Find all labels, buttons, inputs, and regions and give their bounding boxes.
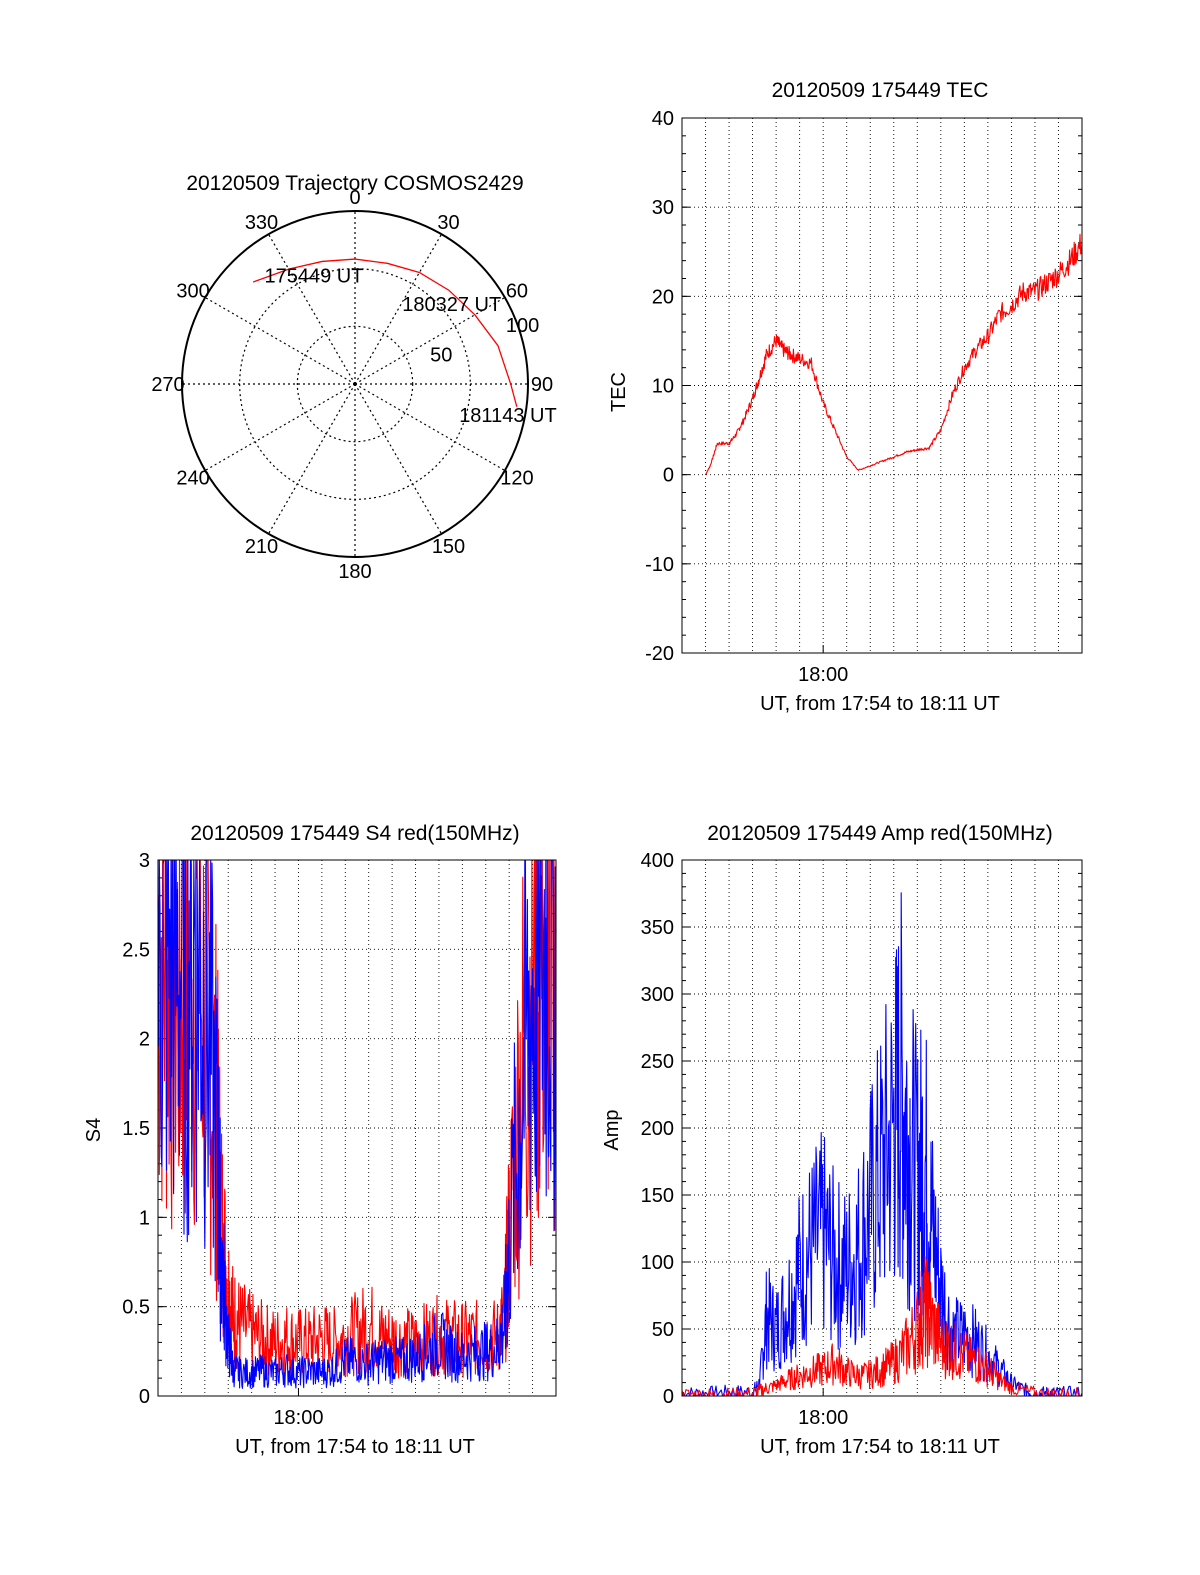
amp-frame	[681, 859, 1083, 1397]
polar-series: 175449 UT 180327 UT 181143 UT	[252, 258, 557, 427]
tec-ytick-label: -10	[645, 554, 674, 576]
amp-title: 20120509 175449 Amp red(150MHz)	[707, 822, 1053, 845]
s4-ytick-label: 0.5	[122, 1297, 150, 1319]
amp-ytick-label: 150	[641, 1185, 674, 1207]
polar-time-annotation: 181143 UT	[459, 405, 556, 427]
amp-series-line	[681, 892, 1083, 1397]
amp-ytick-label: 350	[641, 917, 674, 939]
amp-xlabel: UT, from 17:54 to 18:11 UT	[760, 1436, 1000, 1458]
amp-ytick-label: 50	[652, 1319, 674, 1341]
tec-ytick-label: -20	[645, 643, 674, 665]
s4-series-line	[157, 859, 557, 1379]
tec-xtick-label: 18:00	[798, 664, 848, 686]
tec-ytick-label: 40	[652, 108, 674, 130]
s4-ytick-label: 1	[139, 1207, 150, 1229]
polar-azimuth-label: 210	[245, 536, 278, 558]
polar-spoke	[354, 296, 506, 385]
amp-ytick-label: 100	[641, 1252, 674, 1274]
s4-ytick-label: 3	[139, 850, 150, 872]
amp-series	[681, 892, 1083, 1397]
polar-spoke	[204, 383, 356, 472]
amp-panel: 20120509 175449 Amp red(150MHz) 0 50 100 15…	[601, 822, 1083, 1458]
polar-spoke	[354, 233, 443, 385]
polar-azimuth-label: 30	[437, 212, 459, 234]
polar-ring	[239, 268, 471, 500]
amp-ytick-label: 200	[641, 1118, 674, 1140]
s4-ytick-label: 2	[139, 1029, 150, 1051]
polar-spoke	[267, 233, 356, 385]
tec-title: 20120509 175449 TEC	[772, 79, 989, 102]
tec-ytick-label: 30	[652, 197, 674, 219]
amp-grid	[682, 859, 1082, 1397]
trajectory-polar-panel: 20120509 Trajectory COSMOS2429 0 30 60 90 12…	[151, 172, 556, 583]
polar-azimuth-label: 270	[151, 374, 184, 396]
s4-ytick-label: 1.5	[122, 1118, 150, 1140]
amp-ytick-label: 400	[641, 850, 674, 872]
s4-ytick-label: 2.5	[122, 939, 150, 961]
amp-series-line	[681, 1256, 1083, 1397]
polar-azimuth-label: 90	[531, 374, 553, 396]
polar-azimuth-label: 180	[338, 561, 371, 583]
tec-panel: 20120509 175449 TEC -20 -10 0 10 20 30 40 18:00…	[608, 79, 1083, 715]
s4-frame	[157, 859, 557, 1397]
polar-trajectory-line	[252, 258, 518, 407]
amp-ytick-label: 250	[641, 1051, 674, 1073]
polar-azimuth-label: 120	[500, 468, 533, 490]
amp-xtick-label: 18:00	[798, 1407, 848, 1429]
polar-spoke	[354, 383, 506, 472]
tec-series	[705, 233, 1083, 475]
polar-spoke	[204, 296, 356, 385]
s4-title: 20120509 175449 S4 red(150MHz)	[190, 822, 519, 845]
polar-azimuth-label: 330	[245, 212, 278, 234]
s4-xtick-label: 18:00	[273, 1407, 323, 1429]
s4-series-line	[157, 859, 557, 1389]
polar-azimuth-label: 150	[432, 536, 465, 558]
tec-series-line	[705, 233, 1083, 475]
tec-ylabel: TEC	[608, 372, 630, 412]
polar-spoke	[267, 383, 356, 535]
polar-grid	[182, 211, 528, 557]
amp-ticks: 0 50 100 150 200 250 300 350 400 18:00	[641, 850, 1082, 1429]
polar-title: 20120509 Trajectory COSMOS2429	[186, 172, 523, 195]
s4-ytick-label: 0	[139, 1386, 150, 1408]
tec-ytick-label: 20	[652, 286, 674, 308]
s4-panel: 20120509 175449 S4 red(150MHz) 0 0.5 1 1.5 2…	[83, 822, 557, 1458]
polar-labels: 0 30 60 90 120 150 180 210 240 270 300 330 50 100	[151, 187, 553, 583]
tec-ytick-label: 10	[652, 376, 674, 398]
polar-radial-label: 50	[430, 344, 452, 366]
tec-grid	[682, 117, 1082, 654]
polar-azimuth-label: 240	[176, 468, 209, 490]
tec-frame	[681, 117, 1083, 654]
polar-time-annotation: 175449 UT	[264, 265, 363, 287]
tec-xlabel: UT, from 17:54 to 18:11 UT	[760, 693, 1000, 715]
polar-outer-circle	[181, 210, 529, 558]
polar-spoke	[354, 383, 443, 535]
amp-ylabel: Amp	[601, 1109, 623, 1150]
polar-ring	[296, 325, 414, 443]
amp-ytick-label: 300	[641, 984, 674, 1006]
tec-ytick-label: 0	[663, 465, 674, 487]
polar-azimuth-label: 60	[506, 281, 528, 303]
tec-ticks: -20 -10 0 10 20 30 40 18:00	[645, 108, 1082, 686]
s4-xlabel: UT, from 17:54 to 18:11 UT	[235, 1436, 475, 1458]
s4-ylabel: S4	[83, 1118, 105, 1142]
amp-ytick-label: 0	[663, 1386, 674, 1408]
polar-time-annotation: 180327 UT	[402, 294, 501, 316]
polar-radial-label: 100	[506, 315, 539, 337]
polar-azimuth-label: 300	[176, 281, 209, 303]
s4-series	[157, 859, 557, 1389]
polar-azimuth-label: 0	[349, 187, 360, 209]
